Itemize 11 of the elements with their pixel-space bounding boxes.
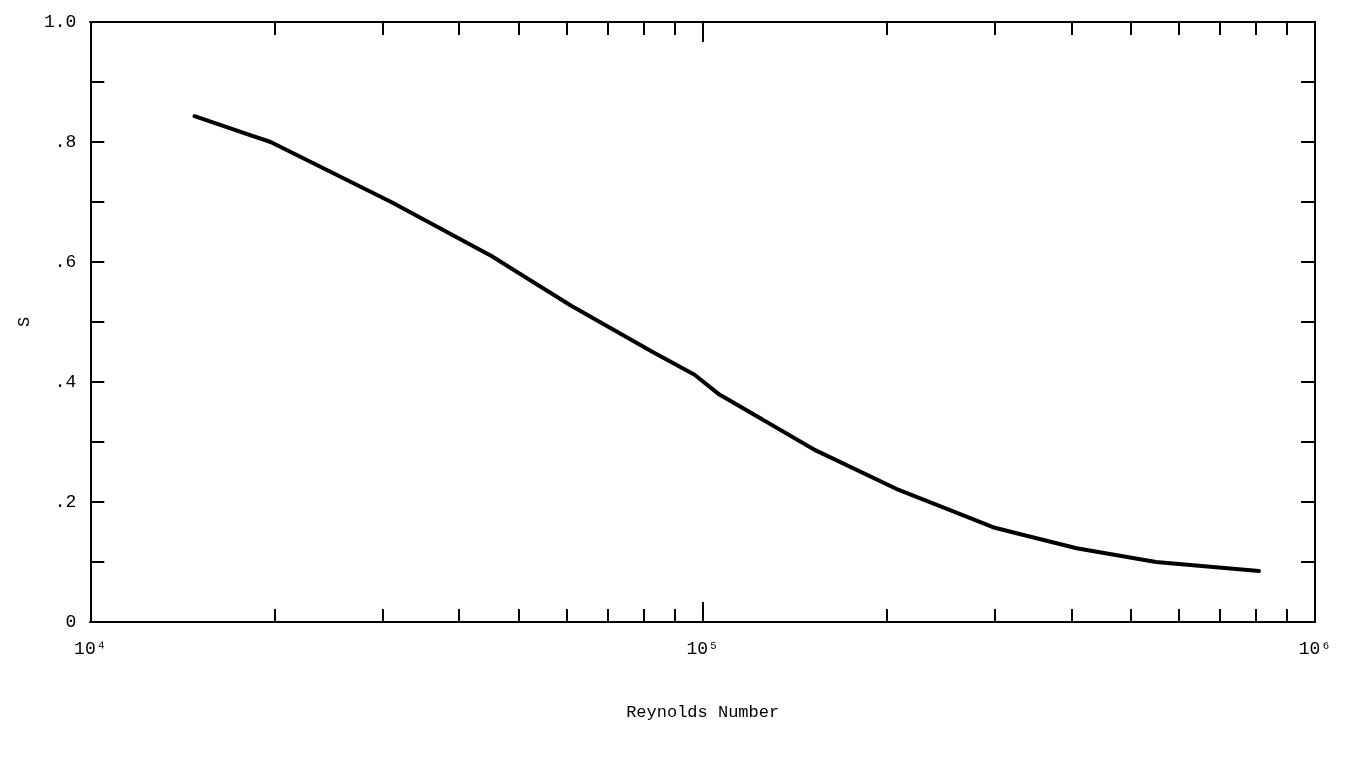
y-tick-label: .6 bbox=[54, 252, 77, 272]
x-tick-label: 10⁶ bbox=[1298, 639, 1332, 659]
y-tick-label: .4 bbox=[54, 372, 77, 392]
x-tick-label: 10⁵ bbox=[686, 639, 719, 659]
y-tick-label: 1.0 bbox=[43, 12, 77, 32]
y-tick-label: 0 bbox=[65, 612, 77, 632]
x-tick-label: 10⁴ bbox=[74, 639, 107, 659]
y-axis-title: S bbox=[15, 316, 34, 328]
y-tick-label: .8 bbox=[54, 132, 77, 152]
y-tick-label: .2 bbox=[54, 492, 77, 512]
x-axis-title: Reynolds Number bbox=[626, 703, 780, 722]
